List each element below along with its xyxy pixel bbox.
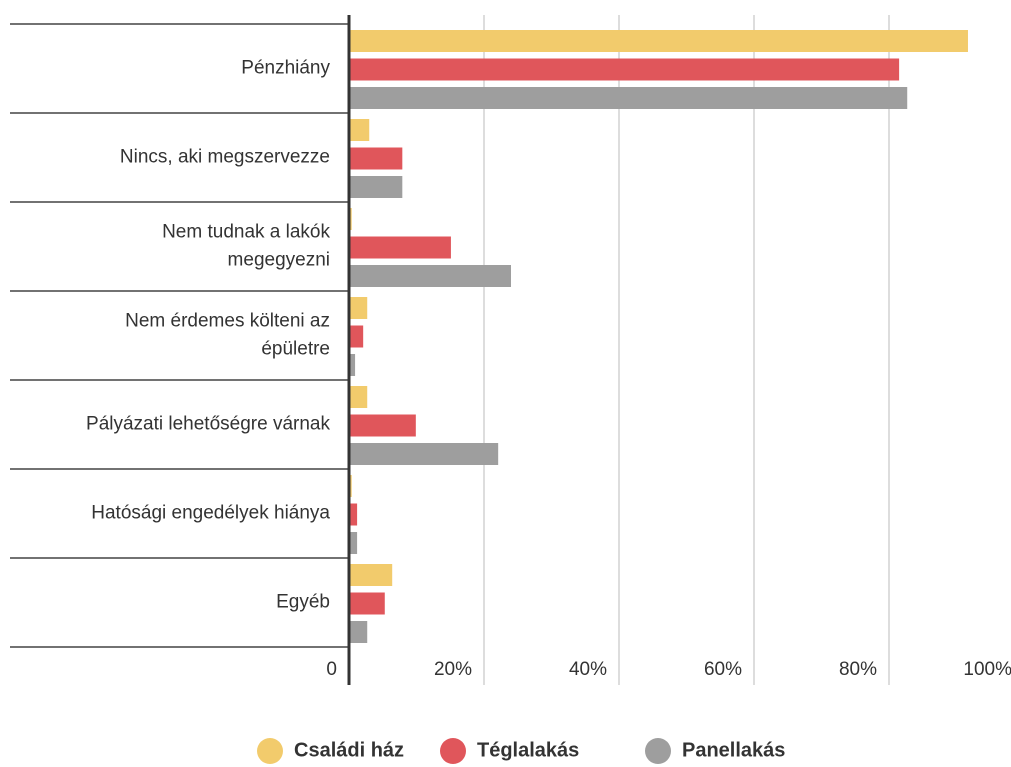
bar bbox=[349, 386, 368, 408]
category-label: Egyéb bbox=[276, 592, 330, 613]
bar bbox=[349, 265, 511, 287]
bar bbox=[349, 621, 368, 643]
category-label: Pályázati lehetőségre várnak bbox=[86, 414, 330, 435]
legend-label: Téglalakás bbox=[477, 739, 579, 761]
category-label: Hatósági engedélyek hiánya bbox=[91, 503, 330, 524]
bar bbox=[349, 147, 403, 170]
legend-swatch bbox=[645, 738, 671, 764]
bar bbox=[349, 236, 451, 259]
category-label: Nem érdemes költeni az épületre bbox=[125, 311, 330, 360]
bar bbox=[349, 592, 385, 615]
bar bbox=[349, 176, 403, 198]
legend-label: Családi ház bbox=[294, 739, 404, 761]
x-tick-label: 0 bbox=[326, 659, 337, 680]
x-tick-label: 60% bbox=[704, 659, 742, 680]
bar bbox=[349, 532, 358, 554]
category-label: Nincs, aki megszervezze bbox=[120, 147, 330, 168]
bar bbox=[349, 503, 358, 526]
x-tick-label: 100% bbox=[963, 659, 1011, 680]
x-tick-label: 40% bbox=[569, 659, 607, 680]
x-tick-label: 80% bbox=[839, 659, 877, 680]
x-tick-label: 20% bbox=[434, 659, 472, 680]
category-label: Pénzhiány bbox=[241, 58, 330, 79]
legend-label: Panellakás bbox=[682, 739, 785, 761]
legend-swatch bbox=[257, 738, 283, 764]
category-label: Nem tudnak a lakók megegyezni bbox=[162, 222, 330, 271]
bar bbox=[349, 58, 900, 81]
legend-swatch bbox=[440, 738, 466, 764]
bar bbox=[349, 297, 368, 319]
bar bbox=[349, 354, 356, 376]
bar bbox=[349, 564, 393, 586]
bar bbox=[349, 119, 370, 141]
bar bbox=[349, 325, 364, 348]
bar bbox=[349, 30, 968, 52]
bar bbox=[349, 443, 499, 465]
bar bbox=[349, 87, 908, 109]
bar bbox=[349, 414, 416, 437]
